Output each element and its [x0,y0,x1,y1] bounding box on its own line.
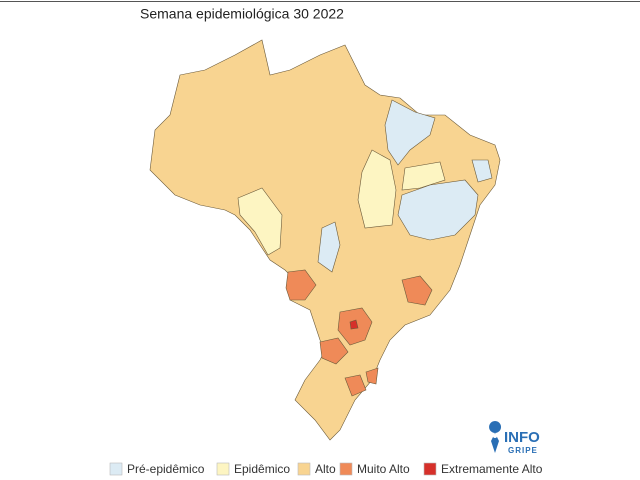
legend-label: Pré-epidêmico [127,462,205,476]
brazil-map [149,39,501,441]
map-title: Semana epidemiológica 30 2022 [140,6,344,22]
region [357,149,397,229]
logo-bottom: GRIPE [508,446,538,455]
region [349,319,359,330]
infogripe-logo: INFO GRIPE [489,421,540,455]
region [317,221,341,273]
logo-pin-dot [493,434,497,438]
legend-swatch [109,462,123,476]
legend-label: Alto [315,462,336,476]
region [401,275,433,306]
region [471,159,493,183]
legend: Pré-epidêmico Epidêmico Alto Muito Alto Extr… [109,462,543,476]
legend-label: Extremamente Alto [441,462,543,476]
region [319,337,349,365]
region [237,187,283,256]
region [344,374,367,397]
region [397,179,479,241]
legend-swatch [339,462,353,476]
legend-swatch [297,462,311,476]
legend-swatch [423,462,437,476]
legend-swatch [216,462,230,476]
region [401,161,446,191]
logo-top: INFO [504,429,540,446]
legend-label: Muito Alto [357,462,410,476]
region [365,367,379,385]
region [285,269,317,301]
legend-label: Epidêmico [234,462,290,476]
region [384,99,436,166]
